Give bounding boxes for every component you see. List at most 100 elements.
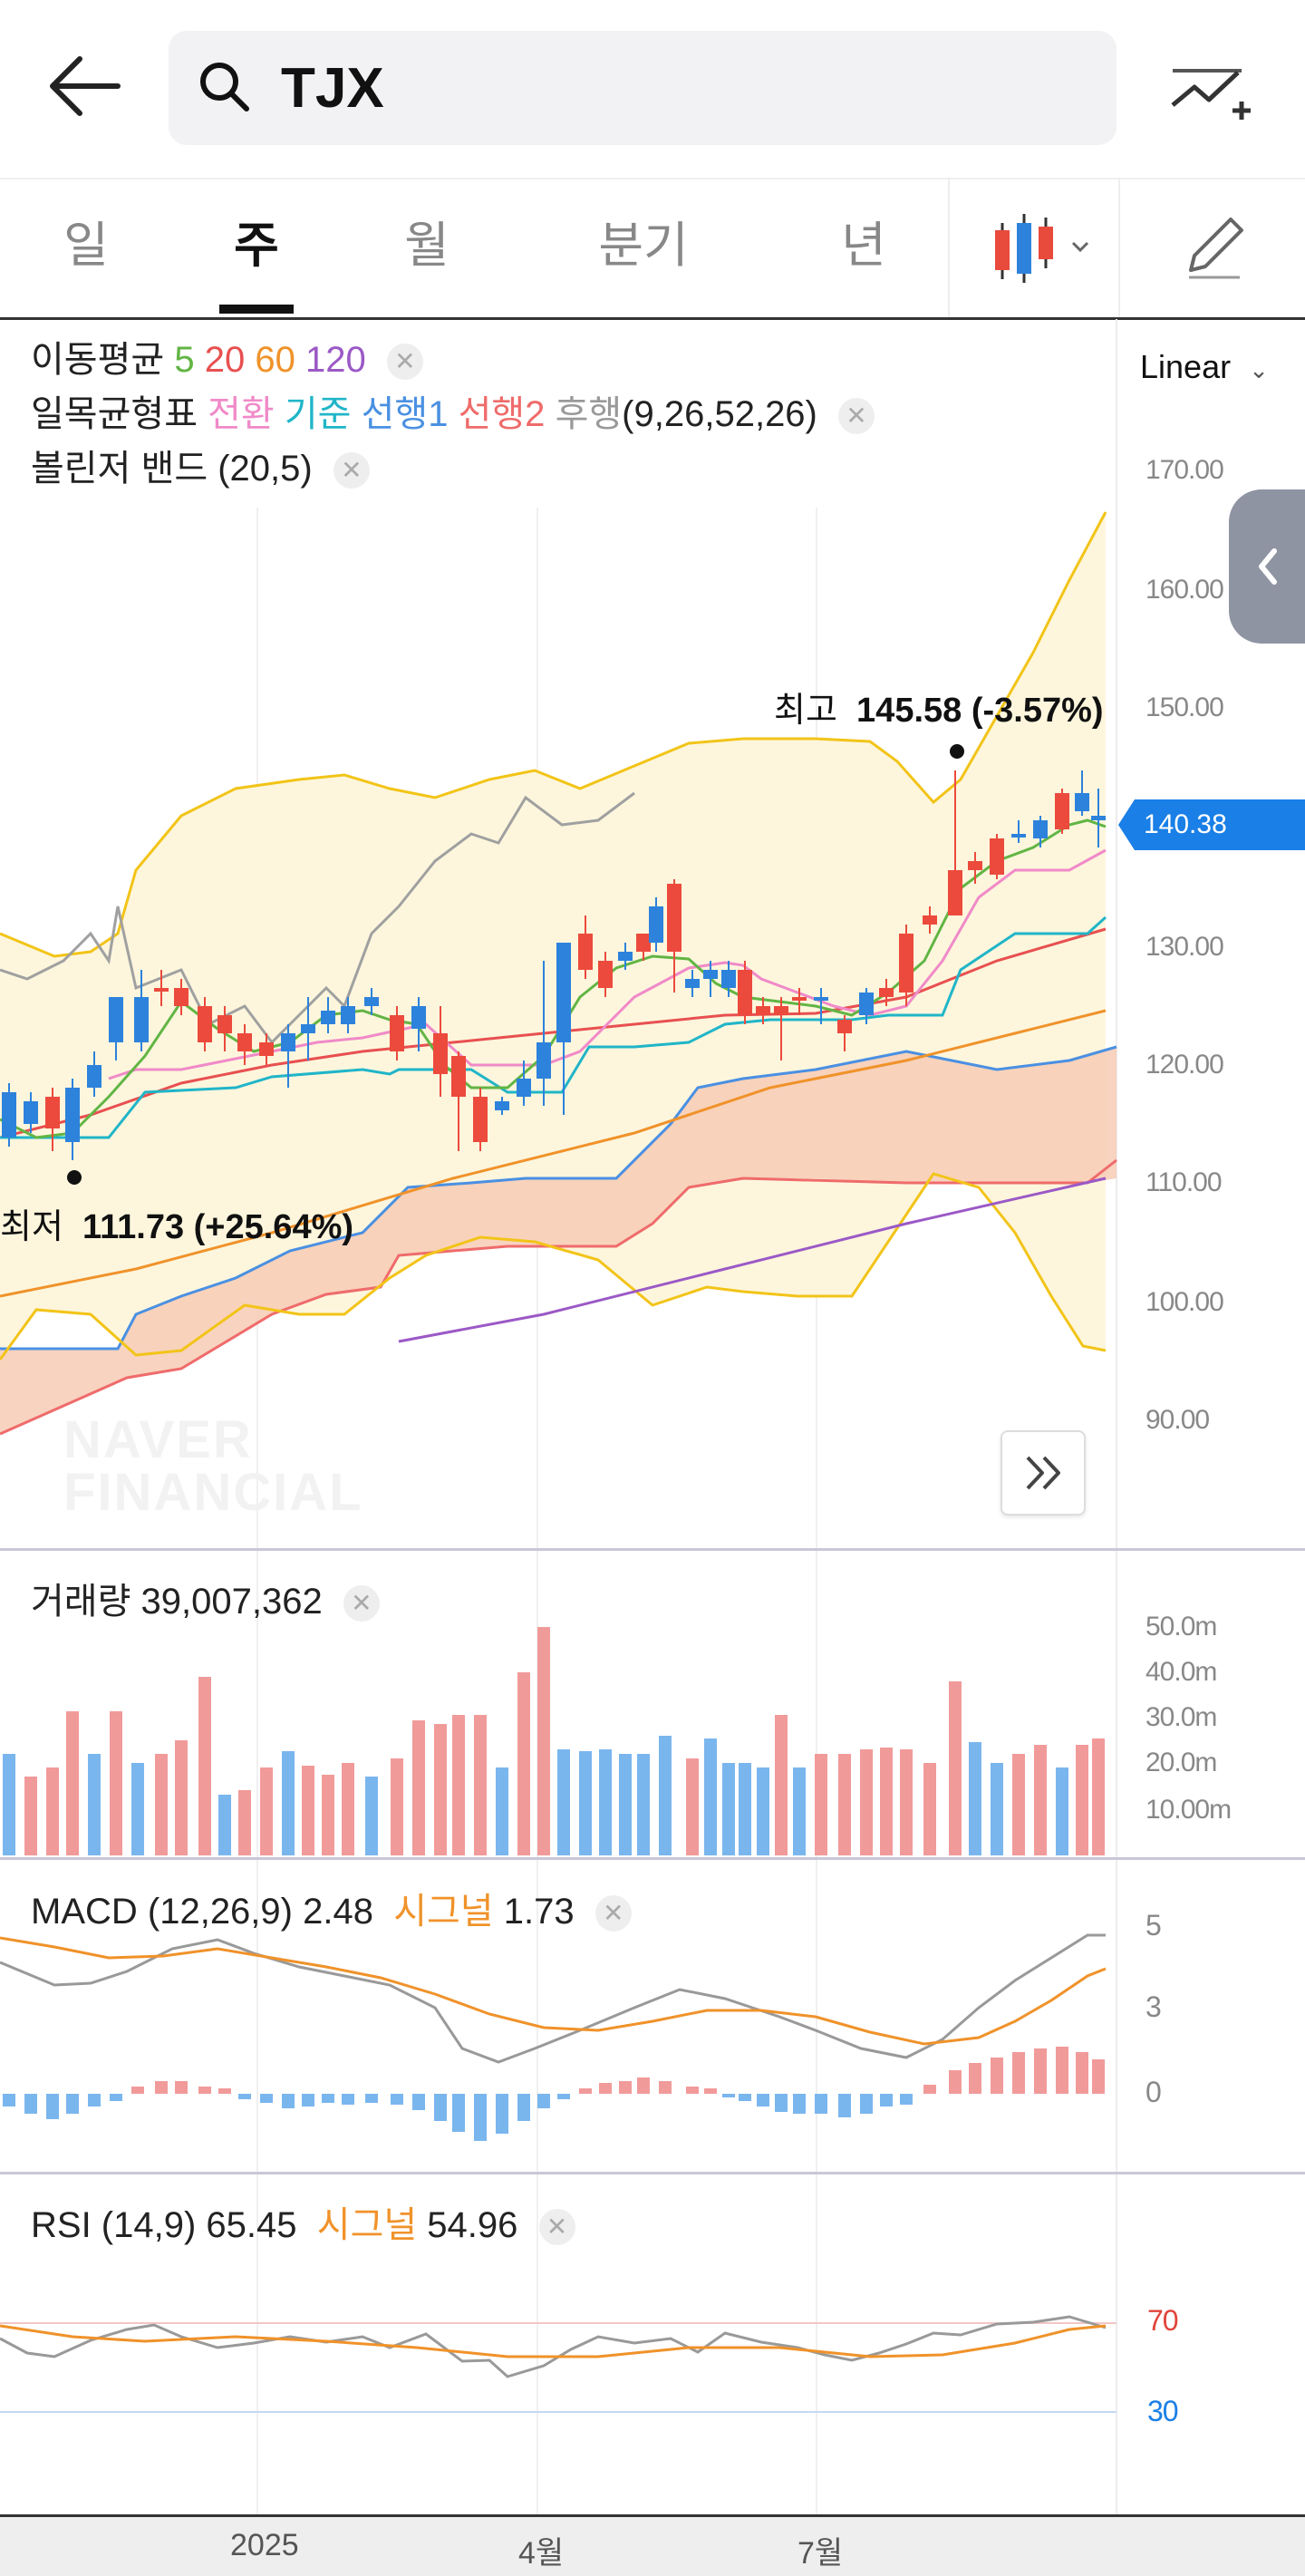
macd-bar (991, 2058, 1003, 2094)
ichimoku-legend: 일목균형표 전환 기준 선행1 선행2 후행(9,26,52,26) ✕ (31, 390, 875, 439)
candle-body (174, 988, 188, 1006)
double-chevron-right-icon (1026, 1456, 1060, 1490)
volume-bar (757, 1767, 769, 1855)
candle-body (24, 1101, 38, 1124)
active-tab-indicator (219, 305, 294, 314)
macd-histogram (3, 2047, 1105, 2141)
volume-bar (88, 1754, 101, 1855)
tab-month[interactable]: 월 (404, 218, 450, 273)
remove-bollinger-button[interactable]: ✕ (333, 452, 370, 489)
low-value: 111.73 (+25.64%) (82, 1208, 354, 1246)
candle-body (218, 1015, 232, 1033)
volume-bar (155, 1754, 168, 1855)
search-box[interactable]: TJX (169, 31, 1116, 145)
volume-bar (260, 1767, 273, 1855)
candle-body (65, 1088, 80, 1142)
candle-body (134, 997, 149, 1042)
back-button[interactable] (36, 45, 127, 127)
high-annotation: 최고 145.58 (-3.57%) (774, 682, 1104, 731)
remove-rsi-button[interactable]: ✕ (538, 2209, 575, 2246)
remove-ichimoku-button[interactable]: ✕ (838, 398, 875, 435)
ichimoku-base-label: 기준 (284, 394, 352, 434)
candle-body (990, 838, 1004, 875)
candle-body (109, 997, 123, 1042)
macd-bar (452, 2094, 465, 2132)
candle-body (281, 1033, 295, 1051)
volume-bar (24, 1777, 37, 1855)
top-bar: TJX (0, 0, 1305, 179)
ma120-line (398, 1177, 1107, 1343)
add-compare-button[interactable] (1169, 51, 1251, 132)
scale-dropdown[interactable]: Linear ⌄ (1140, 348, 1269, 386)
volume-bar (452, 1715, 465, 1855)
volume-axis-tick: 30.0m (1146, 1702, 1217, 1732)
macd-bar (24, 2094, 37, 2114)
macd-bar (391, 2094, 403, 2105)
chart-type-dropdown[interactable] (948, 178, 1120, 317)
macd-bar (1012, 2052, 1025, 2094)
volume-bar (3, 1754, 15, 1855)
remove-ma-button[interactable]: ✕ (386, 344, 423, 381)
watermark-line: FINANCIAL (63, 1463, 363, 1522)
ma-label: 이동평균 (31, 340, 165, 380)
current-price-tag: 140.38 (1118, 799, 1305, 850)
remove-volume-button[interactable]: ✕ (343, 1585, 380, 1622)
volume-bar (517, 1672, 530, 1855)
volume-bar (949, 1681, 962, 1855)
low-annotation: 최저 111.73 (+25.64%) (0, 1198, 353, 1248)
price-axis-tick: 90.00 (1146, 1405, 1210, 1435)
macd-bar (322, 2094, 334, 2103)
low-marker (67, 1170, 82, 1185)
volume-bar (969, 1742, 981, 1855)
macd-bar (1034, 2048, 1047, 2094)
candle-body (198, 1006, 212, 1042)
volume-bar (537, 1627, 550, 1855)
high-value: 145.58 (-3.57%) (856, 692, 1104, 730)
candle-body (1075, 793, 1089, 811)
macd-line (0, 1933, 1106, 2064)
macd-bar (793, 2094, 806, 2114)
edit-button[interactable] (1116, 178, 1305, 317)
macd-bar (537, 2094, 550, 2108)
search-icon (200, 63, 249, 111)
candle-body (411, 1006, 426, 1029)
macd-signal-value: 1.73 (503, 1892, 575, 1932)
macd-bar (923, 2085, 936, 2094)
macd-bar (880, 2094, 893, 2106)
volume-bar (46, 1767, 59, 1855)
candle-body (968, 861, 982, 870)
side-panel-toggle[interactable] (1229, 489, 1305, 644)
macd-bar (302, 2094, 314, 2106)
volume-bar (637, 1754, 650, 1855)
ichimoku-label: 일목균형표 (31, 394, 198, 434)
tab-day[interactable]: 일 (63, 218, 109, 273)
volume-bar (722, 1763, 735, 1855)
volume-bar (66, 1711, 79, 1855)
current-price: 140.38 (1144, 809, 1227, 839)
scroll-latest-button[interactable] (1000, 1430, 1086, 1516)
scale-label: Linear (1140, 348, 1232, 385)
candle-body (667, 884, 682, 952)
chevron-down-icon (1071, 241, 1089, 253)
volume-label: 거래량 (31, 1582, 131, 1622)
candle-body (923, 915, 937, 925)
rsi-signal-line (0, 2324, 1107, 2358)
time-axis-tick: 4월 (518, 2536, 565, 2571)
volume-bar (1092, 1738, 1105, 1855)
candle-body (814, 997, 828, 1001)
tab-year[interactable]: 년 (841, 218, 886, 273)
volume-bar (175, 1740, 188, 1855)
candle-body (1055, 793, 1069, 829)
macd-bar (434, 2094, 447, 2121)
volume-bar (619, 1754, 632, 1855)
high-marker (950, 744, 964, 759)
candle-body (1011, 834, 1026, 838)
macd-bar (342, 2094, 354, 2105)
search-query[interactable]: TJX (281, 57, 384, 120)
tab-week[interactable]: 주 (234, 218, 279, 273)
tab-quarter[interactable]: 분기 (598, 218, 689, 273)
volume-bar (686, 1758, 699, 1855)
candle-body (756, 1006, 770, 1015)
remove-macd-button[interactable]: ✕ (594, 1895, 632, 1932)
price-chart[interactable] (0, 319, 1305, 2514)
